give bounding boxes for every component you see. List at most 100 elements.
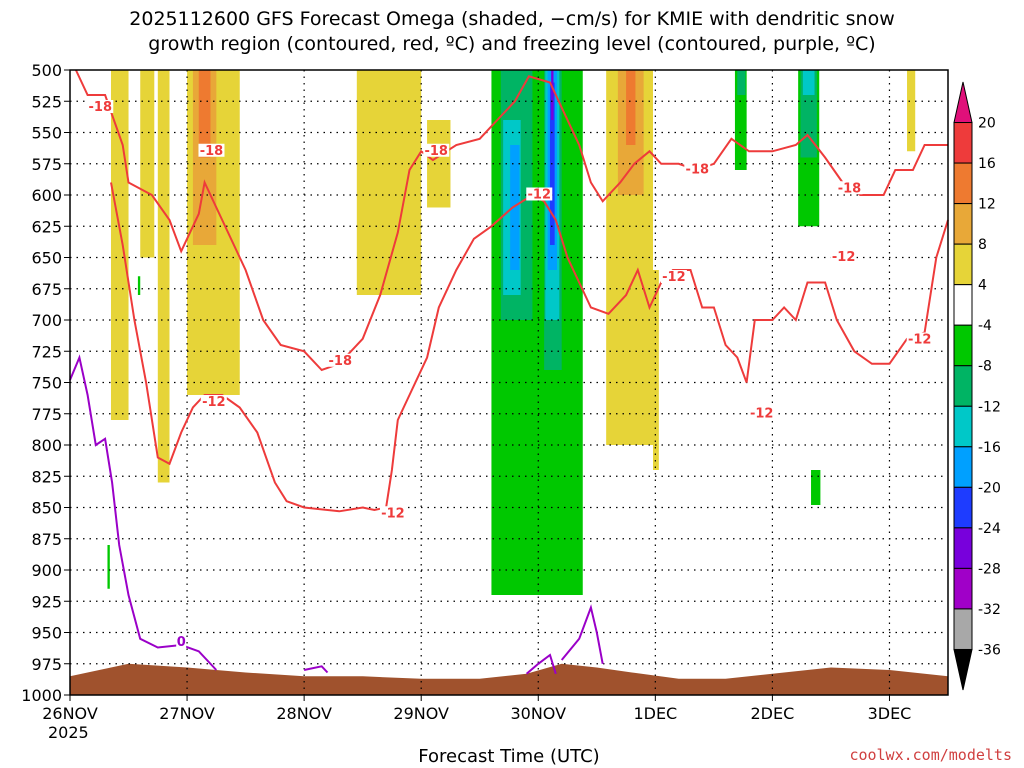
x-tick-30NOV: 30NOV (510, 704, 566, 723)
dgz-label-10: -12 (750, 406, 774, 421)
dgz-label-bg-1 (198, 143, 225, 157)
omega-region-27 (907, 70, 916, 152)
omega-shading (107, 70, 916, 595)
y-tick-550: 550 (31, 124, 62, 143)
dgz-contours (74, 69, 949, 513)
freezing-contour-1 (303, 665, 329, 674)
y-tick-500: 500 (31, 61, 62, 80)
y-tick-675: 675 (31, 280, 62, 299)
colorbar-swatch-9 (953, 446, 973, 488)
omega-region-5 (198, 70, 211, 158)
omega-region-23 (737, 70, 746, 95)
dgz-label-12: -12 (908, 333, 932, 348)
dgz-label-bg-4 (684, 162, 711, 176)
colorbar-tick-6: -8 (978, 359, 992, 375)
x-axis: 26NOV 27NOV 28NOV 29NOV 30NOV 1DEC 2DEC 3DEC (42, 695, 911, 723)
omega-region-28 (811, 470, 821, 505)
y-tick-850: 850 (31, 499, 62, 518)
dgz-label-4: -18 (686, 163, 710, 178)
chart-title-line1: 2025112600 GFS Forecast Omega (shaded, −… (129, 8, 894, 30)
dgz-label-3: -18 (424, 144, 448, 159)
y-tick-1000: 1000 (21, 686, 62, 705)
omega-region-7 (427, 120, 451, 208)
y-tick-750: 750 (31, 374, 62, 393)
x-year-label: 2025 (48, 723, 89, 742)
y-tick-725: 725 (31, 342, 62, 361)
x-tick-27NOV: 27NOV (159, 704, 215, 723)
dgz-label-bg-2 (327, 353, 354, 367)
colorbar-tick-13: -36 (978, 642, 1001, 658)
dgz-label-bg-7 (379, 506, 406, 520)
colorbar-swatch-8 (953, 405, 973, 448)
y-tick-775: 775 (31, 405, 62, 424)
dgz-contour--12-1 (110, 182, 949, 513)
colorbar-bottom-arrow (953, 648, 973, 691)
y-tick-825: 825 (31, 467, 62, 486)
colorbar-tick-4: 4 (978, 278, 987, 294)
dgz-label-6: -12 (202, 395, 226, 410)
dgz-label-bg-0 (87, 100, 114, 113)
dgz-label-bg-12 (906, 332, 933, 346)
x-tick-3DEC: 3DEC (868, 704, 912, 723)
plot-grid (70, 70, 948, 695)
colorbar-tick-2: 12 (978, 197, 996, 213)
dgz-contour--18-0 (74, 69, 948, 372)
omega-region-17 (551, 70, 554, 120)
chart-title-line2: growth region (contoured, red, ºC) and f… (148, 33, 875, 55)
dgz-label-bg-6 (200, 395, 227, 408)
x-tick-26NOV: 26NOV (42, 704, 98, 723)
x-axis-title: Forecast Time (UTC) (418, 746, 599, 767)
omega-region-30 (107, 545, 110, 589)
colorbar-swatch-6 (953, 324, 973, 367)
dgz-label-bg-3 (423, 143, 450, 157)
colorbar-swatch-12 (953, 567, 973, 610)
x-tick-29NOV: 29NOV (393, 704, 449, 723)
colorbar-tick-5: -4 (978, 318, 992, 334)
omega-region-29 (137, 276, 141, 295)
colorbar-swatch-13 (953, 608, 973, 650)
x-tick-28NOV: 28NOV (276, 704, 332, 723)
dgz-label-9: -12 (662, 270, 686, 285)
y-tick-700: 700 (31, 311, 62, 330)
colorbar-swatch-2 (953, 162, 973, 205)
x-tick-2DEC: 2DEC (751, 704, 795, 723)
dgz-label-8: -12 (528, 188, 552, 203)
y-tick-900: 900 (31, 561, 62, 580)
omega-region-26 (802, 70, 815, 95)
omega-region-0 (110, 70, 129, 420)
colorbar-swatch-3 (953, 203, 973, 245)
colorbar-swatch-5 (953, 284, 973, 326)
omega-region-2 (157, 70, 170, 483)
y-tick-650: 650 (31, 249, 62, 268)
dgz-label-0: -18 (89, 100, 113, 115)
dgz-label-bg-5 (836, 181, 863, 195)
colorbar-tick-9: -20 (978, 480, 1001, 496)
colorbar-swatch-10 (953, 486, 973, 529)
omega-region-22 (734, 70, 747, 170)
y-tick-525: 525 (31, 92, 62, 111)
dgz-label-bg-11 (830, 250, 857, 263)
colorbar-swatch-7 (953, 365, 973, 407)
y-tick-975: 975 (31, 655, 62, 674)
freezing-contour-0 (69, 354, 218, 671)
credit-text: coolwx.com/modelts (849, 746, 1012, 764)
omega-region-20 (626, 70, 636, 145)
y-tick-950: 950 (31, 624, 62, 643)
freezing-contour-3 (560, 604, 604, 664)
y-tick-600: 600 (31, 186, 62, 205)
y-tick-575: 575 (31, 155, 62, 174)
colorbar-tick-10: -24 (978, 521, 1001, 537)
omega-region-1 (140, 70, 155, 258)
dgz-label-2: -18 (329, 354, 353, 369)
y-tick-925: 925 (31, 592, 62, 611)
y-tick-800: 800 (31, 436, 62, 455)
freezing-label-0: 0 (177, 635, 186, 650)
dgz-label-5: -18 (838, 181, 862, 196)
colorbar-tick-8: -16 (978, 440, 1001, 456)
colorbar-tick-11: -28 (978, 561, 1001, 577)
colorbar-tick-12: -32 (978, 602, 1001, 618)
omega-region-12 (510, 145, 520, 270)
colorbar-tick-0: 20 (978, 116, 996, 132)
dgz-label-bg-8 (526, 187, 553, 201)
